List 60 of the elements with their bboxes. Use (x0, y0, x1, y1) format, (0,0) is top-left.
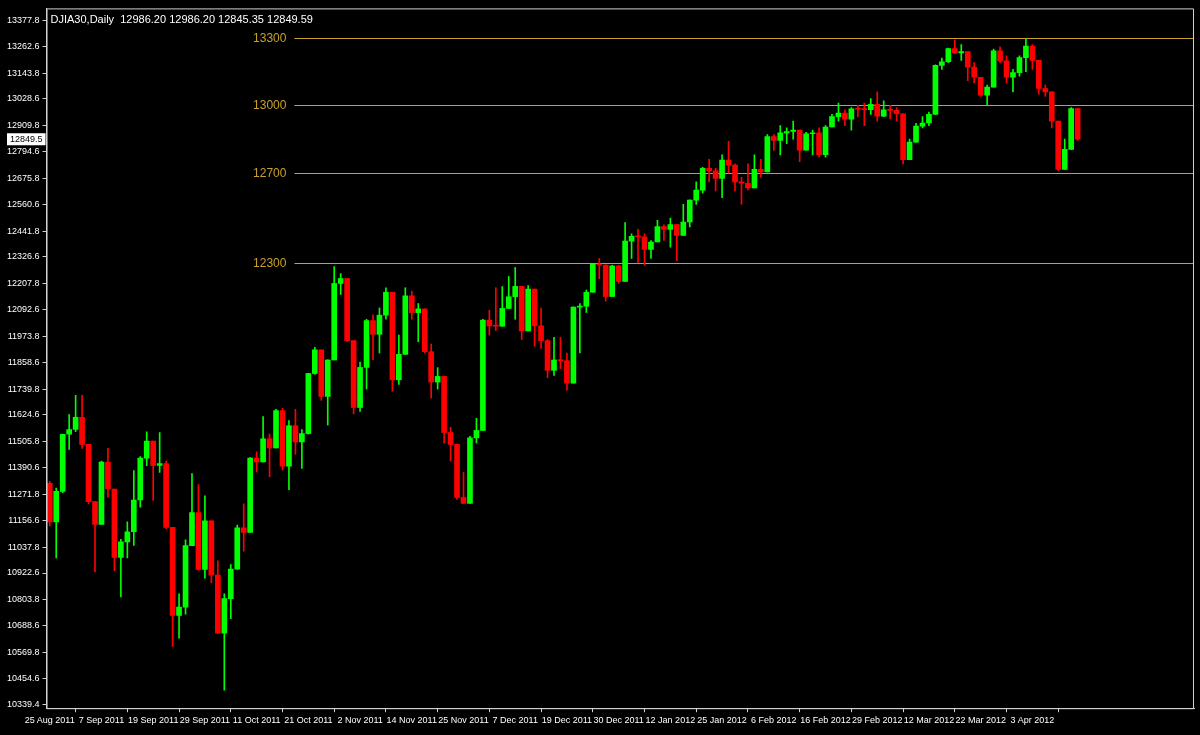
candlestick (176, 593, 182, 639)
y-tick-label: 10569.8 (6, 646, 40, 657)
y-tick-label: 11973.8 (7, 330, 40, 341)
x-tick-label: 7 Sep 2011 (78, 715, 125, 726)
candlestick (958, 44, 965, 61)
y-tick-label: 11858.6 (7, 356, 40, 367)
text: 12849.5 (10, 133, 43, 144)
x-tick-label: 29 Feb 2012 (851, 715, 903, 726)
y-tick-label: 13143.8 (6, 67, 40, 78)
y-tick-label: 13028.6 (6, 93, 40, 104)
x-tick-label: 3 Apr 2012 (1010, 715, 1055, 726)
x-tick-label: 2 Nov 2011 (337, 715, 383, 726)
candlestick (415, 303, 422, 343)
candlestick (706, 159, 712, 183)
y-tick-label: 12207.8 (6, 278, 40, 289)
y-tick-label: 12441.8 (6, 225, 40, 236)
x-tick-label: 30 Dec 2011 (593, 715, 644, 726)
y-tick-label: 10803.8 (6, 594, 40, 605)
x-tick-label: 19 Sep 2011 (128, 715, 179, 726)
y-tick-label: 11037.8 (7, 541, 40, 552)
y-tick-label: 12909.8 (6, 120, 40, 131)
y-tick-label: 11156.6 (8, 514, 40, 525)
y-tick-label: 11739.8 (7, 383, 40, 394)
y-tick-label: 12326.6 (6, 251, 40, 262)
y-tick-label: 10339.4 (6, 698, 40, 709)
ref-line-label: 13300 (253, 30, 287, 45)
x-tick-label: 16 Feb 2012 (800, 715, 851, 726)
candlestick (240, 503, 247, 552)
y-tick-label: 12092.6 (6, 304, 40, 315)
x-tick-label: 12 Jan 2012 (645, 715, 696, 726)
y-tick-label: 11624.6 (7, 409, 40, 420)
y-tick-label: 13377.8 (6, 14, 40, 25)
x-tick-label: 21 Oct 2011 (284, 715, 333, 726)
x-tick-label: 25 Nov 2011 (438, 715, 489, 726)
x-tick-label: 25 Jan 2012 (697, 715, 747, 726)
chart-title: DJIA30,Daily 12986.20 12986.20 12845.35 12849.59 (50, 12, 313, 25)
y-tick-label: 11505.8 (7, 436, 40, 447)
ref-line-label: 12300 (253, 255, 287, 270)
x-tick-label: 19 Dec 2011 (541, 715, 593, 726)
x-tick-label: 14 Nov 2011 (386, 715, 437, 726)
candlestick (661, 224, 667, 241)
y-tick-label: 10454.6 (6, 672, 40, 683)
ref-line-label: 12700 (253, 165, 287, 180)
x-tick-label: 7 Dec 2011 (492, 715, 538, 726)
ref-line-label: 13000 (253, 97, 287, 112)
y-tick-label: 12794.6 (6, 146, 40, 157)
y-tick-label: 12560.6 (6, 198, 40, 209)
x-tick-label: 12 Mar 2012 (903, 715, 955, 726)
y-tick-label: 11271.8 (7, 488, 40, 499)
candlestick (758, 159, 764, 178)
x-tick-label: 25 Aug 2011 (24, 715, 75, 726)
x-tick-label: 29 Sep 2011 (179, 715, 231, 726)
y-tick-label: 11390.6 (7, 462, 40, 473)
y-tick-label: 12675.8 (6, 172, 40, 183)
x-tick-label: 11 Oct 2011 (232, 715, 281, 726)
y-tick-label: 13262.6 (6, 40, 40, 51)
y-tick-label: 10688.6 (6, 620, 40, 631)
x-tick-label: 22 Mar 2012 (955, 715, 1006, 726)
y-tick-label: 10922.6 (6, 567, 40, 578)
x-tick-label: 6 Feb 2012 (751, 715, 797, 726)
